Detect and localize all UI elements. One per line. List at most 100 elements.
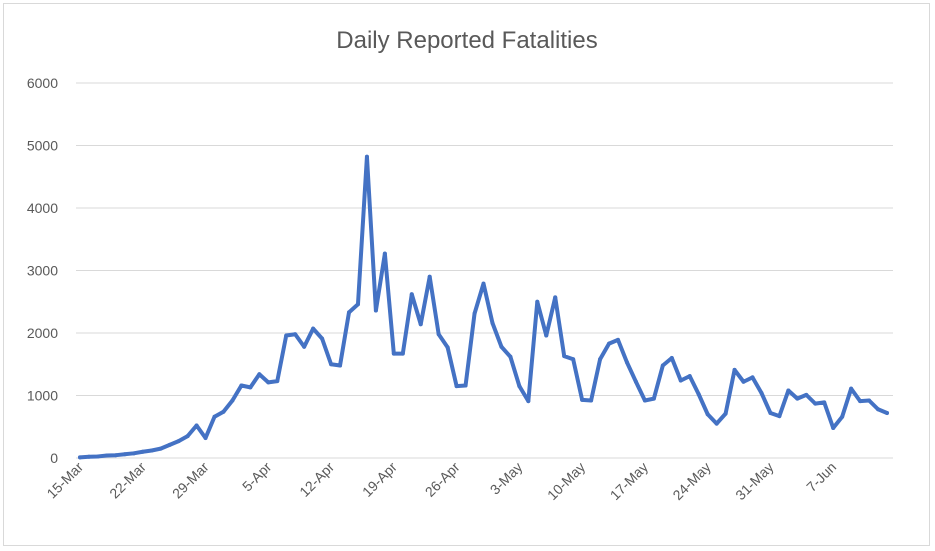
data-point: [131, 451, 136, 456]
data-point: [212, 414, 217, 419]
data-point: [795, 396, 800, 401]
data-point: [266, 380, 271, 385]
data-point: [849, 386, 854, 391]
data-point: [822, 400, 827, 405]
data-point: [185, 434, 190, 439]
x-tick-label: 7-Jun: [803, 459, 839, 495]
data-point: [239, 383, 244, 388]
data-point: [302, 344, 307, 349]
data-point: [526, 399, 531, 404]
data-point: [347, 310, 351, 315]
data-point: [723, 411, 728, 416]
data-point: [355, 302, 360, 307]
data-point: [275, 379, 280, 384]
data-point: [598, 357, 603, 362]
data-point: [705, 412, 710, 417]
data-point: [490, 321, 495, 325]
data-point: [472, 311, 477, 316]
series-line: [78, 154, 889, 460]
x-tick-label: 17-May: [607, 459, 651, 503]
data-point: [876, 407, 881, 412]
y-tick-label: 5000: [27, 138, 58, 154]
data-point: [813, 401, 818, 406]
y-tick-label: 3000: [27, 263, 58, 279]
data-point: [777, 414, 782, 419]
data-point: [293, 332, 298, 337]
data-point: [759, 391, 764, 395]
x-tick-label: 26-Apr: [422, 459, 463, 500]
data-point: [804, 392, 809, 397]
data-point: [95, 454, 100, 459]
x-tick-label: 19-Apr: [359, 459, 400, 500]
data-point: [248, 385, 253, 390]
data-point: [409, 292, 414, 297]
data-point: [553, 295, 558, 300]
x-tick-label: 24-May: [669, 459, 713, 503]
data-point: [122, 452, 127, 457]
data-point: [311, 326, 316, 331]
data-point: [454, 384, 459, 389]
data-point: [373, 308, 378, 313]
data-point: [329, 362, 334, 367]
data-point: [616, 337, 620, 342]
data-point: [580, 397, 585, 402]
data-point: [481, 281, 486, 286]
data-point: [687, 374, 692, 379]
x-tick-label: 29-Mar: [169, 459, 212, 502]
data-point: [642, 398, 647, 403]
y-tick-label: 0: [50, 450, 58, 466]
data-point: [571, 357, 576, 362]
x-tick-label: 3-May: [487, 459, 526, 498]
data-point: [167, 442, 172, 447]
data-point: [660, 363, 665, 368]
data-point: [445, 345, 450, 350]
chart-frame: [3, 3, 930, 546]
data-point: [741, 379, 746, 384]
chart-title: Daily Reported Fatalities: [336, 27, 597, 54]
data-point: [624, 360, 629, 365]
data-point: [678, 378, 683, 383]
x-tick-label: 31-May: [732, 459, 776, 503]
data-point: [768, 411, 773, 415]
data-point: [113, 453, 118, 458]
data-point: [86, 454, 91, 459]
x-tick-label: 22-Mar: [106, 459, 149, 502]
data-point: [436, 332, 441, 337]
data-point: [104, 453, 109, 458]
data-point: [320, 336, 325, 341]
data-point: [499, 344, 504, 349]
data-point: [284, 333, 289, 338]
data-point: [840, 414, 845, 419]
x-tick-label: 5-Apr: [239, 459, 275, 495]
data-point: [78, 455, 82, 460]
data-point: [562, 354, 567, 359]
data-point: [230, 398, 235, 403]
y-tick-label: 2000: [27, 325, 58, 341]
y-tick-label: 4000: [27, 200, 58, 216]
data-point: [732, 367, 737, 372]
data-point: [858, 399, 863, 404]
data-point: [517, 384, 522, 389]
data-point: [831, 426, 836, 430]
x-tick-label: 12-Apr: [296, 459, 337, 500]
data-point: [338, 363, 343, 368]
data-point: [221, 409, 226, 414]
data-point: [418, 322, 423, 327]
data-point: [140, 449, 145, 454]
data-point: [257, 372, 262, 377]
data-point: [696, 392, 701, 397]
data-point: [203, 436, 208, 440]
data-point: [427, 274, 432, 279]
data-point: [885, 411, 889, 415]
data-point: [508, 354, 513, 359]
data-point: [867, 398, 872, 403]
data-point: [651, 396, 656, 401]
data-point: [194, 423, 199, 428]
data-point: [786, 388, 791, 393]
data-point: [607, 341, 612, 346]
data-point: [589, 398, 594, 403]
data-point: [714, 421, 719, 426]
data-point: [149, 448, 154, 453]
data-point: [364, 154, 369, 159]
